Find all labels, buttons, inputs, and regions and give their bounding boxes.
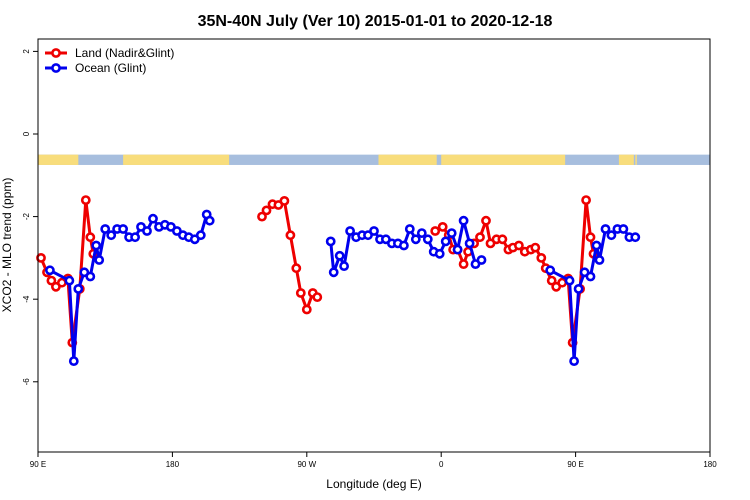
chart-title: 35N-40N July (Ver 10) 2015-01-01 to 2020… [198, 13, 553, 30]
ocean-data-point [585, 271, 596, 282]
land-data-point [536, 252, 547, 263]
ocean-data-point [106, 230, 117, 241]
ocean-data-point [458, 215, 469, 226]
land-strip-segment [378, 154, 437, 165]
land-data-point [301, 304, 312, 315]
land-data-point [514, 240, 524, 251]
ocean-data-point [85, 271, 96, 282]
ocean-data-point [94, 255, 105, 265]
land-data-point [475, 232, 485, 243]
ocean-data-point [630, 232, 641, 243]
x-tick-label: 180 [166, 460, 180, 469]
legend: Land (Nadir&Glint)Ocean (Glint) [45, 46, 174, 75]
land-data-point [312, 292, 323, 302]
x-tick-label: 180 [703, 460, 717, 469]
x-axis-label: Longitude (deg E) [326, 477, 421, 491]
y-tick-label: 2 [22, 49, 31, 54]
legend-label: Ocean (Glint) [75, 61, 146, 75]
land-data-point [46, 275, 57, 286]
plot-frame [37, 38, 711, 453]
y-tick-label: -6 [22, 378, 31, 386]
land-data-point [295, 288, 306, 298]
land-data-point [80, 195, 91, 205]
y-tick-label: -2 [22, 212, 31, 220]
ocean-data-point [594, 255, 605, 265]
land-data-point [257, 211, 267, 222]
land-data-point [546, 275, 557, 286]
land-data-point [458, 259, 469, 269]
ocean-data-point [573, 283, 584, 294]
ocean-data-point [195, 230, 206, 241]
land-strip-segment [123, 154, 230, 165]
land-data-point [581, 195, 591, 205]
ocean-data-point [446, 228, 457, 238]
land-data-point [85, 232, 96, 243]
land-data-point [291, 263, 302, 274]
ocean-data-point [148, 213, 158, 224]
ocean-data-point [68, 356, 79, 366]
x-tick-label: 90 E [567, 460, 583, 469]
x-axis: 90 E 180 90 W 0 90 E 180 [30, 452, 717, 469]
ocean-data-point [345, 226, 355, 236]
ocean-data-point [142, 226, 152, 236]
plot-area [36, 154, 710, 366]
ocean-data-point [564, 275, 575, 286]
land-data-point [530, 242, 541, 253]
ocean-data-point [606, 230, 617, 241]
ocean-data-point [328, 267, 339, 278]
ocean-data-point [618, 224, 629, 234]
ocean-data-point [64, 275, 75, 286]
land-data-point [430, 226, 441, 236]
ocean-data-point [434, 248, 445, 259]
land-strip-segment [618, 154, 634, 165]
x-tick-label: 0 [439, 460, 444, 469]
ocean-data-point [91, 240, 102, 251]
ocean-data-point [440, 236, 451, 247]
ocean-data-point [569, 356, 579, 366]
land-data-point [481, 215, 491, 226]
land-strip-segment [441, 154, 566, 165]
ocean-data-point [204, 215, 215, 226]
ocean-data-point [422, 234, 433, 245]
ocean-data-point [464, 238, 475, 249]
ocean-data-point [45, 265, 55, 276]
legend-swatch-marker [51, 48, 61, 58]
y-tick-label: 0 [22, 131, 31, 136]
ocean-data-point [339, 261, 349, 271]
x-tick-label: 90 W [297, 460, 316, 469]
ocean-data-point [130, 232, 140, 243]
ocean-data-point [404, 224, 415, 234]
ocean-data-point [591, 240, 602, 251]
ocean-strip [38, 154, 710, 165]
ocean-data-point [73, 283, 84, 294]
ocean-data-point [369, 226, 379, 236]
ocean-data-point [118, 224, 128, 234]
ocean-data-point [600, 224, 611, 234]
ocean-data-point [410, 234, 421, 245]
land-data-point [497, 234, 508, 245]
land-data-point [279, 195, 290, 206]
land-data-point [285, 230, 296, 241]
x-tick-label: 90 E [30, 460, 46, 469]
ocean-data-point [398, 240, 409, 251]
y-axis: 2 0 -2 -4 -6 [22, 49, 38, 386]
y-tick-label: -4 [22, 295, 31, 303]
ocean-data-point [452, 244, 463, 255]
land-data-point [585, 232, 596, 243]
land-data-point [261, 205, 272, 216]
land-strip-segment [38, 154, 79, 165]
ocean-data-point [100, 224, 111, 234]
legend-swatch-marker [51, 63, 61, 73]
ocean-data-point [334, 250, 345, 261]
land-data-point [437, 221, 448, 232]
ocean-data-point [416, 228, 427, 238]
ocean-data-point [476, 255, 487, 265]
legend-label: Land (Nadir&Glint) [75, 46, 174, 60]
ocean-data-point [545, 265, 556, 276]
ocean-data-point [325, 236, 336, 247]
y-axis-label: XCO2 - MLO trend (ppm) [0, 178, 14, 313]
land-strip-segment [635, 154, 637, 165]
land-data-point [36, 252, 46, 263]
